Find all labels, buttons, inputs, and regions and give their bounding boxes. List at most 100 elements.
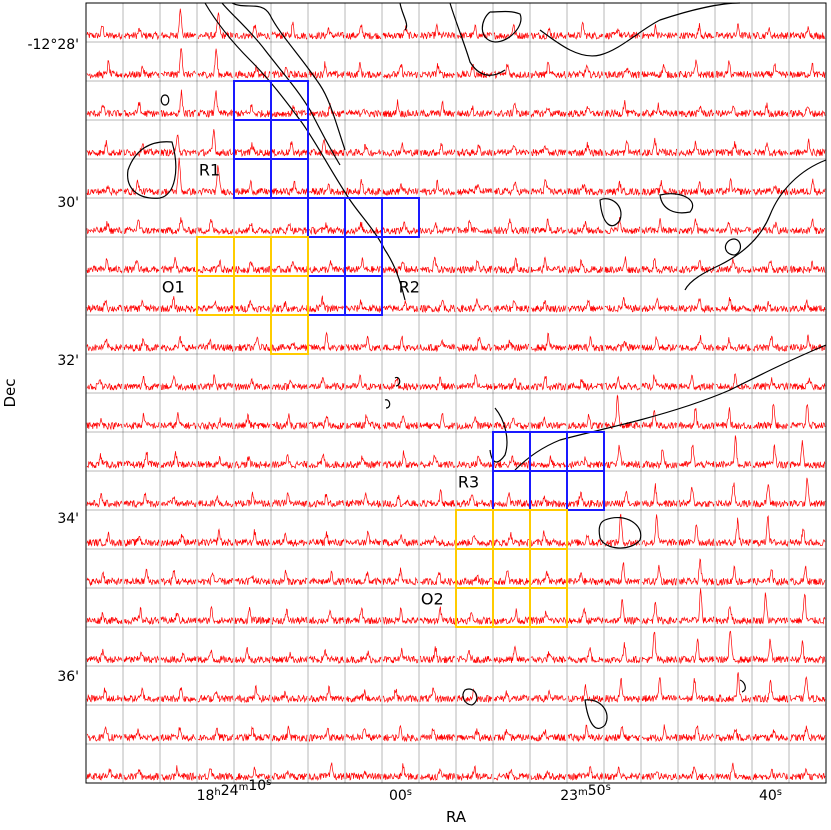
spectrum-trace <box>419 454 456 469</box>
contour-line <box>462 688 478 706</box>
spectrum-trace <box>567 183 604 196</box>
spectrum-trace <box>567 765 604 781</box>
spectrum-trace <box>752 260 789 274</box>
spectrum-trace <box>86 571 123 587</box>
spectrum-trace <box>456 24 493 40</box>
spectrum-trace <box>641 724 678 743</box>
spectrum-trace <box>715 565 752 586</box>
spectrum-trace <box>345 108 382 118</box>
spectrum-trace <box>345 61 382 79</box>
spectrum-trace <box>493 144 530 156</box>
region-label-r3: R3 <box>458 473 479 492</box>
spectrum-trace <box>789 138 826 157</box>
region-label-o1: O1 <box>162 278 185 297</box>
spectrum-trace <box>197 48 234 79</box>
spectrum-trace <box>530 729 567 742</box>
spectrum-trace <box>678 59 715 79</box>
x-axis-label: RA <box>446 808 467 826</box>
spectrum-trace <box>86 338 123 352</box>
spectrum-trace <box>715 258 752 275</box>
spectrum-trace <box>271 261 308 274</box>
spectrum-trace <box>715 141 752 157</box>
spectrum-trace <box>752 63 789 79</box>
spectrum-trace <box>530 689 567 703</box>
spectrum-trace <box>678 140 715 157</box>
spectrum-trace <box>197 456 234 470</box>
spectrum-trace <box>678 259 715 274</box>
spectrum-trace <box>234 24 271 40</box>
spectrum-trace <box>530 495 567 508</box>
spectrum-trace <box>419 412 456 430</box>
spectrum-trace <box>345 650 382 664</box>
spectrum-trace <box>123 568 160 586</box>
spectrum-trace <box>419 299 456 314</box>
contour-line <box>160 94 170 106</box>
spectrum-trace <box>604 642 641 664</box>
spectrum-trace <box>234 456 271 470</box>
spectrum-trace <box>456 144 493 158</box>
spectrum-trace <box>604 562 641 587</box>
contour-line <box>221 2 341 166</box>
spectrum-trace <box>419 23 456 40</box>
spectrum-trace <box>678 374 715 391</box>
y-tick-label: 36' <box>57 669 79 685</box>
spectrum-trace <box>752 301 789 313</box>
spectrum-trace <box>752 484 789 508</box>
spectrum-trace <box>493 181 530 196</box>
spectrum-trace <box>123 728 160 742</box>
spectrum-trace <box>345 414 382 431</box>
spectrum-trace <box>530 27 567 40</box>
region-cell-r2 <box>344 275 383 316</box>
spectrum-trace <box>567 534 604 548</box>
contour-line <box>127 141 177 199</box>
spectrum-trace <box>308 377 345 391</box>
spectrum-trace <box>530 769 567 781</box>
spectrum-trace <box>715 177 752 196</box>
spectrum-trace <box>382 647 419 664</box>
spectrum-trace <box>678 181 715 196</box>
spectrum-trace <box>123 768 160 781</box>
spectrum-trace <box>752 142 789 157</box>
spectrum-trace <box>197 417 234 431</box>
spectrum-trace <box>752 515 789 548</box>
spectrum-trace <box>493 300 530 313</box>
grid-lines <box>86 3 826 783</box>
spectrum-trace <box>604 67 641 79</box>
spectrum-trace <box>382 335 419 352</box>
spectrum-trace <box>86 379 123 391</box>
x-tick-label: 00s <box>389 787 412 804</box>
spectrum-trace <box>197 258 234 274</box>
spectrum-trace <box>345 143 382 157</box>
spectrum-trace <box>530 610 567 626</box>
spectrum-trace <box>715 60 752 79</box>
spectrum-trace <box>197 494 234 508</box>
spectrum-trace <box>752 592 789 625</box>
spectrum-trace <box>752 768 789 781</box>
spectrum-trace <box>382 763 419 780</box>
spectrum-trace <box>715 482 752 508</box>
contour-line <box>399 2 408 31</box>
spectrum-trace <box>271 21 308 40</box>
spectrum-trace <box>530 416 567 430</box>
spectrum-trace <box>308 570 345 586</box>
spectrum-trace <box>752 335 789 353</box>
spectrum-trace <box>271 453 308 469</box>
spectrum-trace <box>123 535 160 548</box>
spectrum-trace <box>308 260 345 274</box>
spectrum-trace <box>715 630 752 665</box>
spectrum-trace <box>678 766 715 781</box>
spectrum-trace <box>271 532 308 547</box>
spectrum-trace <box>419 646 456 664</box>
spectrum-trace <box>604 394 641 430</box>
spectrum-trace <box>271 491 308 508</box>
region-cell-o1 <box>270 314 309 355</box>
spectrum-trace <box>752 27 789 40</box>
spectrum-trace <box>641 374 678 392</box>
contour-line <box>231 2 346 151</box>
spectrum-trace <box>456 105 493 118</box>
spectrum-trace <box>493 570 530 586</box>
spectrum-trace <box>604 28 641 40</box>
spectrum-trace <box>345 455 382 469</box>
spectrum-trace <box>308 61 345 79</box>
